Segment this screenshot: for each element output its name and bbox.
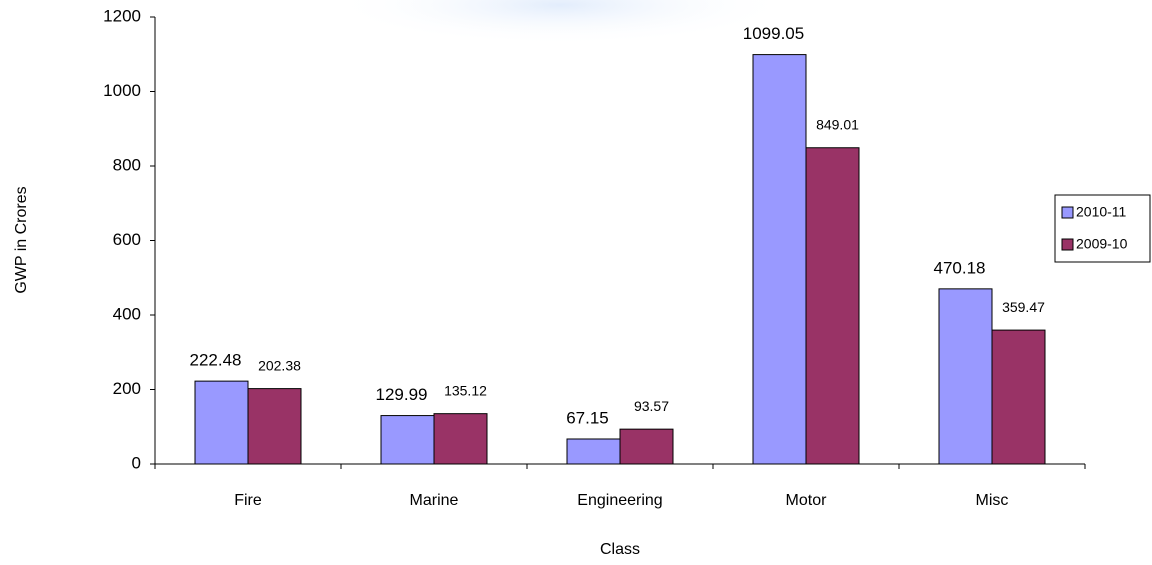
value-label: 67.15	[566, 408, 609, 427]
value-label: 849.01	[816, 116, 859, 132]
legend-label: 2010-11	[1076, 204, 1127, 220]
y-tick-label: 0	[132, 453, 141, 472]
bar	[752, 54, 807, 465]
y-tick-label: 400	[113, 304, 141, 323]
value-label: 202.38	[258, 357, 301, 373]
y-tick-label: 1200	[103, 6, 141, 25]
background-glow	[330, 0, 790, 45]
x-tick-label: Engineering	[577, 492, 662, 509]
bar	[194, 380, 249, 465]
legend-swatch	[1061, 206, 1074, 219]
value-label: 93.57	[634, 398, 669, 414]
value-label: 1099.05	[743, 24, 804, 43]
value-label: 135.12	[444, 382, 487, 398]
x-tick-label: Fire	[234, 492, 262, 509]
y-tick-label: 1000	[103, 81, 141, 100]
y-tick-label: 800	[113, 155, 141, 174]
bar	[433, 413, 488, 465]
x-tick-label: Marine	[410, 492, 459, 509]
bar	[805, 147, 860, 465]
x-tick-label: Misc	[976, 492, 1009, 509]
bar	[247, 388, 302, 465]
bar	[991, 329, 1046, 465]
value-label: 359.47	[1002, 299, 1045, 315]
legend-label: 2009-10	[1076, 236, 1128, 252]
bar	[380, 415, 435, 465]
y-axis-title: GWP in Crores	[13, 186, 30, 293]
legend-box	[1054, 194, 1151, 263]
legend-swatch	[1061, 238, 1074, 251]
x-tick-label: Motor	[786, 492, 828, 509]
y-tick-label: 200	[113, 379, 141, 398]
y-tick-label: 600	[113, 230, 141, 249]
x-axis-title: Class	[600, 541, 640, 558]
bar	[566, 438, 621, 465]
bar	[938, 288, 993, 465]
value-label: 470.18	[934, 258, 986, 277]
value-label: 129.99	[376, 385, 428, 404]
value-label: 222.48	[190, 351, 242, 370]
bar	[619, 428, 674, 465]
